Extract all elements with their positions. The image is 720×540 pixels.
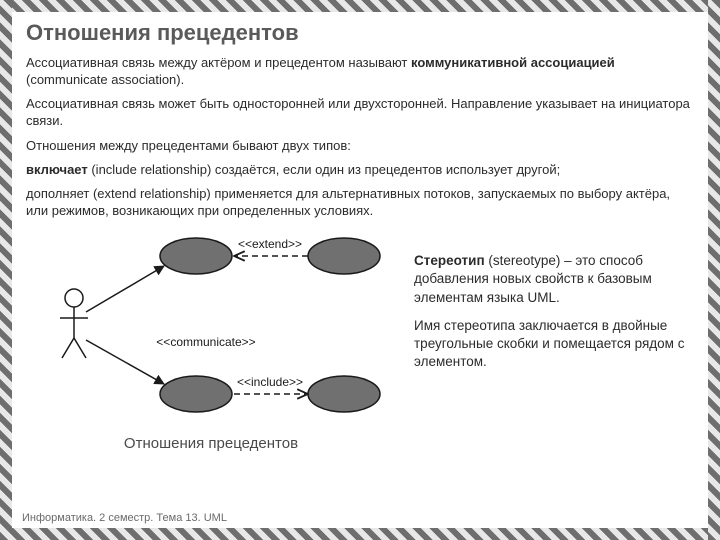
- para-1c: (communicate association).: [26, 72, 184, 87]
- para-1: Ассоциативная связь между актёром и прец…: [26, 54, 694, 88]
- slide-footer: Информатика. 2 семестр. Тема 13. UML: [22, 512, 227, 524]
- side-para-1: Стереотип (stereotype) – это способ доба…: [414, 252, 694, 307]
- edge-actor-top: [86, 266, 164, 312]
- para-4a: включает: [26, 162, 88, 177]
- usecase-bot-right: [308, 376, 380, 412]
- para-1b: коммуникативной ассоциацией: [411, 55, 615, 70]
- frame-stripe-top: [0, 0, 720, 12]
- para-1a: Ассоциативная связь между актёром и прец…: [26, 55, 411, 70]
- frame-stripe-right: [708, 0, 720, 540]
- slide-title: Отношения прецедентов: [26, 20, 694, 46]
- side-para-2: Имя стереотипа заключается в двойные тре…: [414, 317, 694, 372]
- para-5: дополняет (extend relationship) применяе…: [26, 185, 694, 219]
- para-2: Ассоциативная связь может быть односторо…: [26, 95, 694, 129]
- actor-icon: [60, 289, 88, 358]
- slide-content: Отношения прецедентов Ассоциативная связ…: [12, 12, 708, 528]
- label-extend: <<extend>>: [238, 237, 302, 251]
- edge-actor-bot: [86, 340, 164, 384]
- side-text: Стереотип (stereotype) – это способ доба…: [414, 226, 694, 381]
- side-1a: Стереотип: [414, 253, 485, 268]
- diagram-wrap: <<extend>> <<communicate>> <<include>> О…: [26, 226, 396, 452]
- label-communicate: <<communicate>>: [156, 335, 255, 349]
- lower-row: <<extend>> <<communicate>> <<include>> О…: [26, 226, 694, 452]
- diagram-caption: Отношения прецедентов: [26, 435, 396, 452]
- uml-diagram: <<extend>> <<communicate>> <<include>>: [26, 226, 396, 426]
- usecase-bot-left: [160, 376, 232, 412]
- para-4: включает (include relationship) создаётс…: [26, 161, 694, 178]
- frame-stripe-left: [0, 0, 12, 540]
- frame-stripe-bottom: [0, 528, 720, 540]
- usecase-top-right: [308, 238, 380, 274]
- para-3: Отношения между прецедентами бывают двух…: [26, 137, 694, 154]
- label-include: <<include>>: [237, 375, 303, 389]
- para-4b: (include relationship) создаётся, если о…: [88, 162, 560, 177]
- usecase-top-left: [160, 238, 232, 274]
